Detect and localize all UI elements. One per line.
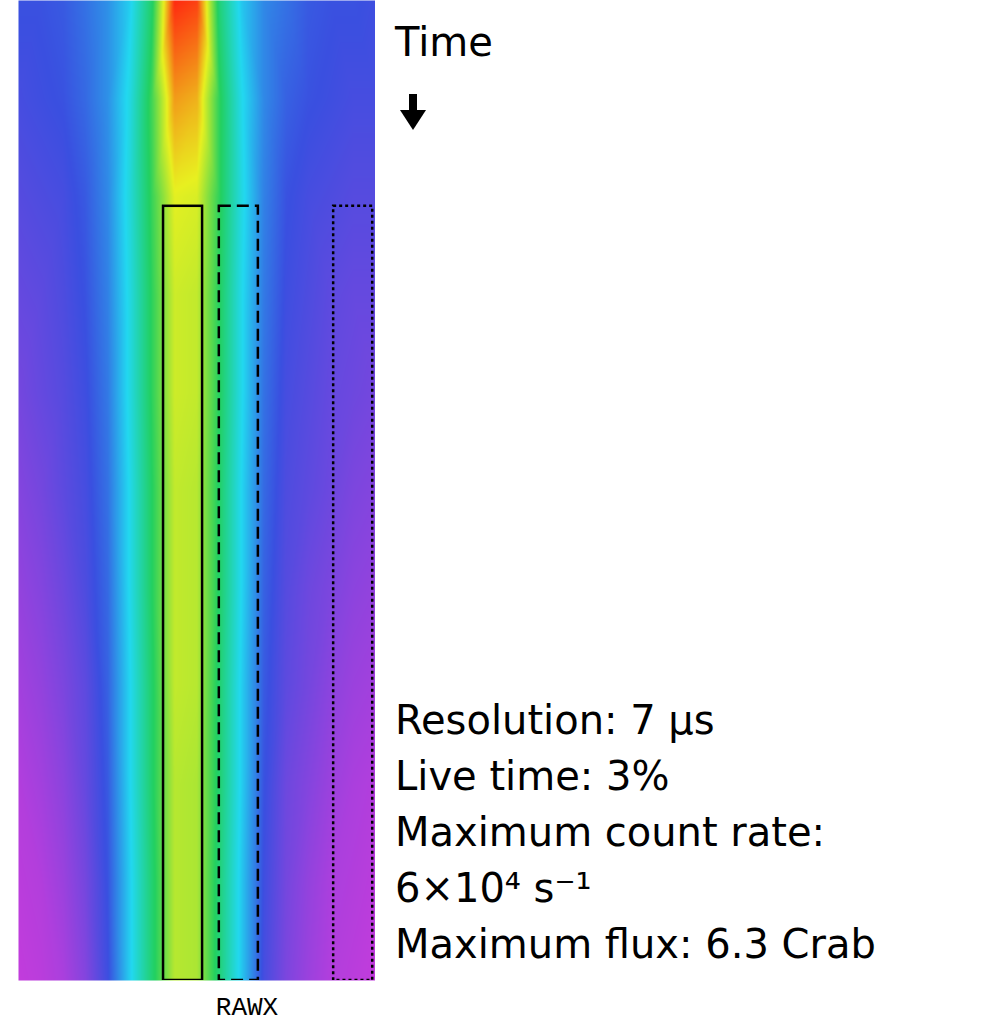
html-text:Time: Time xyxy=(395,19,493,65)
html-text:Resolution: 7 μs: Resolution: 7 μs xyxy=(395,697,715,743)
svg-text:RAWX: RAWX xyxy=(216,993,279,1023)
html-text:Live time: 3%: Live time: 3% xyxy=(395,753,670,799)
html-text:Maximum flux: 6.3 Crab: Maximum flux: 6.3 Crab xyxy=(395,921,876,967)
html-text:6×10⁴ s⁻¹: 6×10⁴ s⁻¹ xyxy=(395,865,592,911)
html-text:Maximum count rate:: Maximum count rate: xyxy=(395,809,826,855)
